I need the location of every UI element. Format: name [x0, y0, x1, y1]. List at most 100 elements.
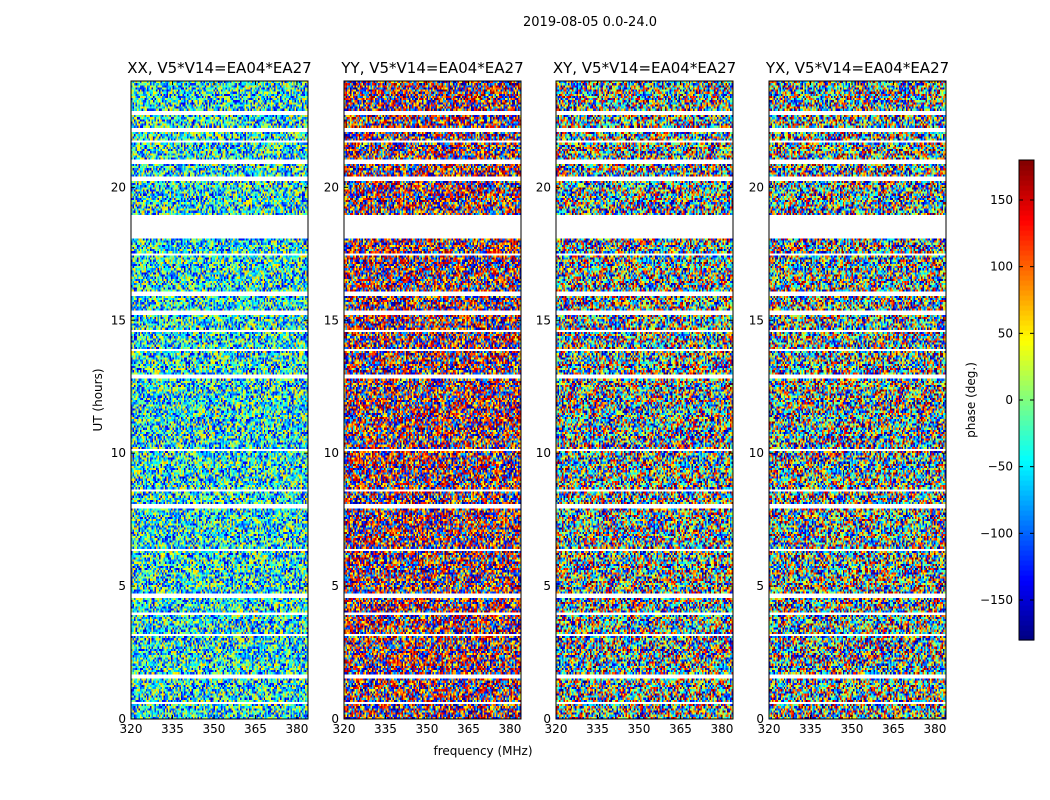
y-tick-label: 10: [324, 446, 339, 460]
y-tick-label: 20: [749, 180, 764, 194]
colorbar-segment: [1019, 400, 1034, 406]
colorbar-segment: [1019, 345, 1034, 351]
colorbar-segment: [1019, 555, 1034, 561]
colorbar-segment: [1019, 250, 1034, 256]
colorbar-tick-label: −150: [980, 593, 1013, 607]
x-tick-label: 335: [586, 722, 609, 736]
colorbar-segment: [1019, 380, 1034, 386]
colorbar-segment: [1019, 620, 1034, 626]
x-tick-label: 350: [841, 722, 864, 736]
panel-3-phase-image: [556, 81, 733, 719]
colorbar-segment: [1019, 605, 1034, 611]
y-tick-label: 10: [749, 446, 764, 460]
colorbar-segment: [1019, 590, 1034, 596]
panel-1-title: XX, V5*V14=EA04*EA27: [127, 59, 311, 77]
colorbar-segment: [1019, 350, 1034, 356]
colorbar-segment: [1019, 200, 1034, 206]
x-tick-label: 365: [669, 722, 692, 736]
colorbar-segment: [1019, 415, 1034, 421]
colorbar-segment: [1019, 515, 1034, 521]
x-tick-label: 365: [882, 722, 905, 736]
colorbar-segment: [1019, 300, 1034, 306]
x-tick-label: 335: [374, 722, 397, 736]
colorbar-segment: [1019, 265, 1034, 271]
y-tick-label: 5: [331, 579, 339, 593]
colorbar-segment: [1019, 340, 1034, 346]
x-tick-label: 350: [203, 722, 226, 736]
colorbar: 150 100 50 0 −50 −100 −150: [980, 159, 1035, 641]
y-tick-label: 0: [118, 712, 126, 726]
colorbar-segment: [1019, 330, 1034, 336]
colorbar-segment: [1019, 190, 1034, 196]
colorbar-segment: [1019, 575, 1034, 581]
colorbar-segment: [1019, 405, 1034, 411]
colorbar-segment: [1019, 235, 1034, 241]
panels-group: XX, V5*V14=EA04*EA27 320 335 350 365 380 0 5 10 1…: [111, 59, 949, 736]
colorbar-segment: [1019, 480, 1034, 486]
colorbar-segment: [1019, 450, 1034, 456]
colorbar-segment: [1019, 355, 1034, 361]
colorbar-segment: [1019, 530, 1034, 536]
x-tick-label: 380: [710, 722, 733, 736]
colorbar-segment: [1019, 370, 1034, 376]
colorbar-tick-label: 50: [998, 326, 1013, 340]
x-tick-label: 380: [498, 722, 521, 736]
figure-title: 2019-08-05 0.0-24.0: [523, 15, 657, 30]
colorbar-segment: [1019, 180, 1034, 186]
y-tick-label: 15: [111, 313, 126, 327]
x-tick-label: 320: [120, 722, 143, 736]
colorbar-segment: [1019, 535, 1034, 541]
y-tick-label: 0: [331, 712, 339, 726]
panel-1-phase-image: [131, 81, 308, 719]
x-tick-label: 335: [161, 722, 184, 736]
colorbar-tick-label: 0: [1005, 393, 1013, 407]
y-tick-label: 0: [543, 712, 551, 726]
colorbar-segment: [1019, 630, 1034, 636]
colorbar-segment: [1019, 545, 1034, 551]
colorbar-segment: [1019, 440, 1034, 446]
colorbar-segment: [1019, 460, 1034, 466]
x-tick-label: 350: [416, 722, 439, 736]
colorbar-segment: [1019, 505, 1034, 511]
colorbar-segment: [1019, 520, 1034, 526]
colorbar-segment: [1019, 475, 1034, 481]
colorbar-segment: [1019, 565, 1034, 571]
y-tick-label: 15: [749, 313, 764, 327]
colorbar-segment: [1019, 195, 1034, 201]
colorbar-segment: [1019, 420, 1034, 426]
x-tick-label: 320: [758, 722, 781, 736]
colorbar-segment: [1019, 495, 1034, 501]
colorbar-segment: [1019, 525, 1034, 531]
colorbar-segment: [1019, 540, 1034, 546]
colorbar-segment: [1019, 425, 1034, 431]
y-tick-label: 0: [756, 712, 764, 726]
y-tick-label: 10: [111, 446, 126, 460]
x-tick-label: 365: [244, 722, 267, 736]
colorbar-segment: [1019, 275, 1034, 281]
colorbar-segment: [1019, 560, 1034, 566]
colorbar-segment: [1019, 500, 1034, 506]
y-tick-label: 20: [324, 180, 339, 194]
y-tick-label: 5: [543, 579, 551, 593]
colorbar-segment: [1019, 635, 1034, 641]
panel-3: XY, V5*V14=EA04*EA27 320 335 350 365 380 0 5 10 1…: [536, 59, 736, 736]
colorbar-segment: [1019, 615, 1034, 621]
colorbar-segment: [1019, 205, 1034, 211]
panel-2-title: YY, V5*V14=EA04*EA27: [340, 59, 523, 77]
colorbar-segment: [1019, 465, 1034, 471]
colorbar-segment: [1019, 430, 1034, 436]
colorbar-segment: [1019, 435, 1034, 441]
x-tick-label: 380: [285, 722, 308, 736]
colorbar-tick-label: −100: [980, 526, 1013, 540]
panel-4-phase-image: [769, 81, 946, 719]
colorbar-segment: [1019, 445, 1034, 451]
colorbar-segment: [1019, 485, 1034, 491]
colorbar-tick-label: 100: [990, 260, 1013, 274]
x-tick-label: 350: [628, 722, 651, 736]
y-tick-label: 15: [536, 313, 551, 327]
colorbar-segment: [1019, 305, 1034, 311]
colorbar-segment: [1019, 315, 1034, 321]
colorbar-segment: [1019, 210, 1034, 216]
y-tick-label: 5: [756, 579, 764, 593]
